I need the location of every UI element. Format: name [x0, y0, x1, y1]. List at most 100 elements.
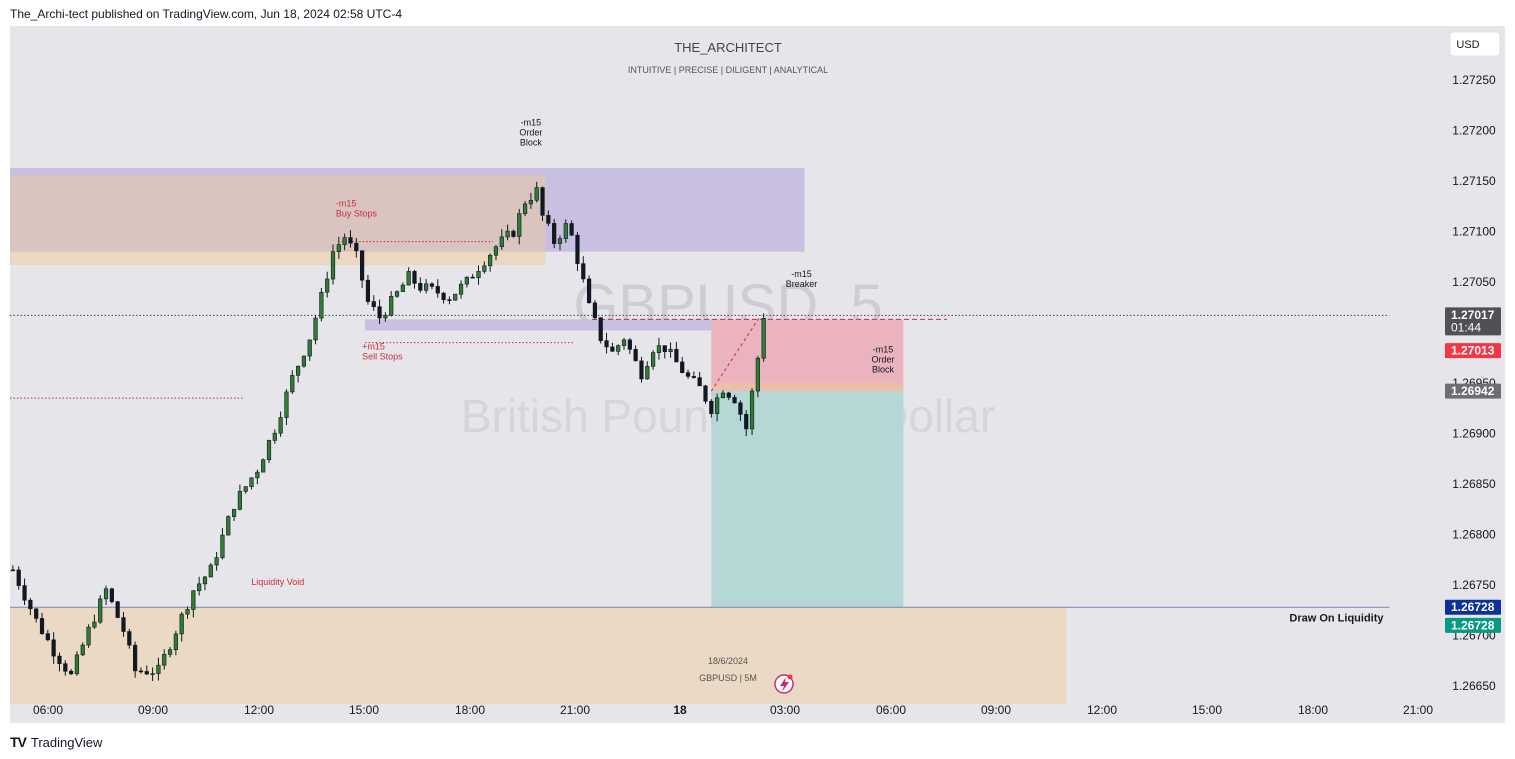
- candle-body: [517, 213, 522, 237]
- candle-body: [365, 279, 371, 302]
- candle-body: [732, 397, 737, 404]
- candle-body: [45, 633, 50, 641]
- candle-body: [604, 340, 609, 348]
- x-tick-label: 21:00: [560, 703, 590, 717]
- red-price-badge-bg: [1445, 343, 1501, 359]
- candle-body: [569, 223, 574, 236]
- lightning-bolt: [780, 677, 789, 692]
- orange-top-zone-strip: [10, 251, 546, 265]
- candle-body: [255, 471, 260, 479]
- candle-body: [10, 569, 16, 572]
- candle-body: [173, 633, 178, 650]
- candle-body: [121, 617, 126, 632]
- candle-body: [744, 414, 749, 430]
- candle-body: [738, 402, 743, 415]
- tradingview-brand[interactable]: TradingView: [30, 734, 103, 750]
- candle-body: [476, 271, 481, 279]
- candle-body: [592, 302, 598, 318]
- currency-button-bg: [1449, 31, 1501, 57]
- candle-body: [406, 271, 411, 286]
- candle-body: [755, 357, 760, 392]
- candle-body: [150, 673, 155, 675]
- x-tick-label: 21:00: [1403, 703, 1433, 717]
- candle-body: [726, 392, 731, 398]
- y-tick-label: 1.27150: [1452, 174, 1496, 188]
- candle-body: [348, 237, 353, 244]
- teal-price-badge-value: 1.26728: [1451, 618, 1495, 632]
- candle-body: [488, 254, 493, 267]
- y-tick-label: 1.26900: [1452, 427, 1496, 441]
- candle-body: [109, 588, 114, 602]
- candle-body: [447, 299, 452, 301]
- candle-body: [598, 317, 603, 341]
- candle-body: [156, 664, 161, 674]
- candle-body: [371, 301, 376, 308]
- candle-body: [697, 377, 702, 387]
- orange-liquidity-void-zone: [10, 607, 1067, 705]
- liquidity-void-label: Liquidity Void: [251, 577, 304, 587]
- y-tick-label: 1.27050: [1452, 275, 1496, 289]
- candle-body: [662, 345, 667, 352]
- buy-stops-label-line: Buy Stops: [336, 208, 378, 218]
- candle-body: [685, 372, 691, 377]
- x-tick-label: 18:00: [455, 703, 485, 717]
- chart-subtitle: INTUITIVE | PRECISE | DILIGENT | ANALYTI…: [628, 65, 828, 75]
- buy-stops-label-line: -m15: [336, 198, 357, 208]
- blue-price-badge: 1.26728: [1445, 599, 1501, 615]
- candle-body: [493, 246, 499, 256]
- candle-body: [680, 361, 685, 373]
- candle-body: [418, 283, 423, 291]
- candle-body: [581, 263, 586, 280]
- orange-top-zone: [10, 174, 546, 265]
- candle-body: [429, 283, 435, 287]
- candle-body: [377, 306, 382, 319]
- candle-body: [336, 244, 341, 253]
- candle-body: [482, 265, 487, 272]
- candle-body: [645, 365, 650, 380]
- candle-body: [179, 613, 184, 635]
- footer: TV TradingView: [10, 734, 102, 750]
- candle-body: [441, 292, 446, 300]
- candle-body: [633, 349, 638, 362]
- candle-body: [313, 317, 318, 341]
- order-block-label-right-line: Block: [872, 365, 895, 375]
- red-stop-zone: [711, 319, 904, 392]
- x-tick-label: 03:00: [770, 703, 800, 717]
- candle-body: [74, 654, 80, 675]
- teal-target-zone: [711, 391, 904, 608]
- candle-body: [69, 670, 74, 675]
- orange-order-block-zone: [711, 383, 904, 392]
- candle-body: [202, 576, 208, 585]
- candle-body: [144, 671, 149, 675]
- candle-body: [330, 251, 336, 280]
- candle-body: [464, 276, 469, 285]
- candle-body: [534, 187, 539, 201]
- candle-body: [412, 271, 417, 284]
- candle-body: [307, 339, 312, 357]
- bottom-symbol: GBPUSD | 5M: [699, 673, 757, 683]
- candle-body: [656, 345, 662, 353]
- candle-body: [639, 360, 644, 380]
- gray-price-badge-value: 1.26942: [1451, 384, 1495, 398]
- candle-body: [470, 276, 475, 279]
- candle-body: [709, 400, 714, 414]
- candle-body: [342, 237, 347, 245]
- sell-stops-label-line: Sell Stops: [362, 352, 403, 362]
- candle-body: [34, 608, 39, 619]
- candle-body: [360, 250, 365, 281]
- purple-breaker-zone: [365, 319, 814, 331]
- candle-body: [22, 585, 27, 601]
- currency-button[interactable]: USD: [1449, 31, 1501, 57]
- candle-body: [528, 199, 533, 205]
- candle-body: [226, 516, 231, 536]
- bottom-date: 18/6/2024: [708, 656, 748, 666]
- x-tick-label: 06:00: [33, 703, 63, 717]
- candle-body: [266, 440, 272, 461]
- candle-body: [115, 601, 120, 618]
- y-tick-label: 1.27100: [1452, 225, 1496, 239]
